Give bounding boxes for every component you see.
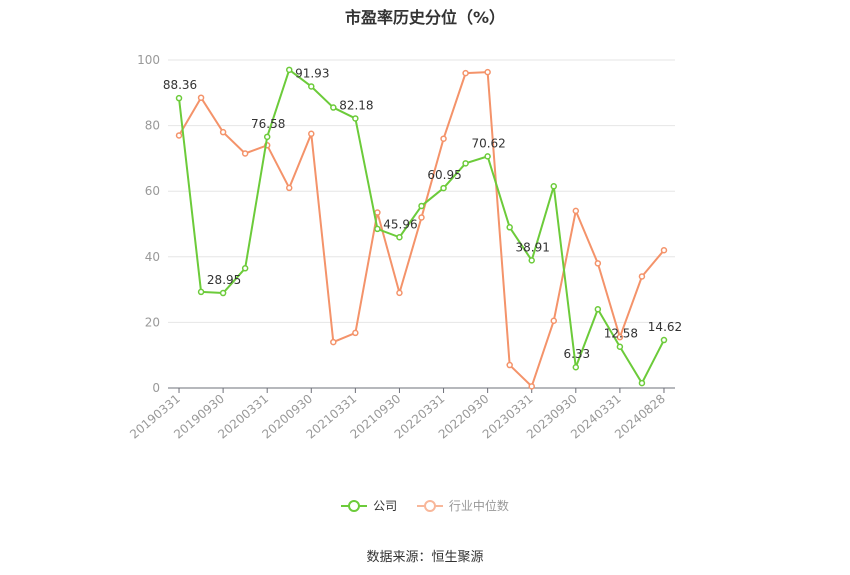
- data-point: [638, 273, 646, 280]
- data-point: [638, 379, 646, 387]
- legend-item-company[interactable]: 公司: [341, 497, 397, 514]
- series-lines: [175, 66, 668, 390]
- data-point: [440, 135, 447, 142]
- legend-label: 行业中位数: [448, 499, 509, 513]
- data-point: [572, 363, 580, 371]
- data-labels: 88.36 28.95 76.58 91.93 82.18 45.96 60.95 70.62…: [163, 66, 682, 361]
- data-point: [462, 69, 469, 77]
- data-point: [506, 361, 513, 369]
- source-note: 数据来源：恒生聚源: [366, 550, 484, 565]
- y-tick-label: 40: [145, 250, 160, 264]
- data-point: [396, 289, 403, 297]
- data-label: 82.18: [339, 98, 373, 112]
- y-tick-label: 0: [152, 381, 160, 395]
- data-label: 60.95: [427, 168, 461, 182]
- legend-line-circle-icon: [341, 499, 368, 513]
- data-point: [594, 306, 602, 313]
- data-point: [660, 336, 668, 344]
- data-label: 70.62: [471, 136, 505, 150]
- y-tick-label: 100: [137, 53, 160, 67]
- data-point: [418, 214, 425, 221]
- data-point: [572, 207, 580, 215]
- data-point: [308, 130, 315, 138]
- legend: 公司 行业中位数: [0, 497, 850, 516]
- data-point: [263, 133, 271, 141]
- data-label: 6.33: [563, 347, 590, 361]
- chart-title: 市盈率历史分位（%）: [344, 8, 506, 27]
- y-tick-label: 60: [145, 184, 160, 198]
- data-point: [241, 265, 249, 272]
- data-point: [528, 257, 535, 264]
- data-point: [418, 202, 425, 210]
- data-point: [352, 329, 359, 337]
- data-point: [462, 160, 469, 167]
- data-point: [616, 333, 624, 341]
- data-point: [285, 184, 293, 192]
- data-point: [484, 153, 491, 160]
- data-point: [374, 225, 381, 233]
- data-point: [550, 183, 558, 190]
- data-point: [219, 289, 227, 297]
- data-point: [550, 317, 558, 325]
- data-point: [660, 246, 668, 254]
- data-point: [330, 338, 337, 346]
- data-label: 14.62: [648, 320, 682, 334]
- data-point: [308, 83, 315, 90]
- data-point: [352, 115, 359, 122]
- data-point: [616, 343, 624, 350]
- data-point: [528, 383, 535, 390]
- data-point: [396, 234, 403, 241]
- data-label: 45.96: [383, 217, 417, 231]
- data-label: 28.95: [207, 273, 241, 287]
- data-point: [197, 94, 205, 101]
- data-point: [175, 132, 183, 139]
- legend-line-circle-icon: [416, 499, 443, 513]
- data-point: [506, 224, 513, 231]
- legend-label: 公司: [373, 499, 398, 513]
- data-point: [330, 104, 337, 111]
- data-point: [175, 94, 183, 102]
- data-point: [374, 209, 381, 216]
- data-label: 76.58: [251, 117, 285, 131]
- data-point: [594, 260, 602, 267]
- data-point: [219, 128, 227, 136]
- grid-lines: [168, 59, 675, 323]
- legend-item-industry-median[interactable]: 行业中位数: [416, 497, 509, 514]
- data-point: [197, 288, 205, 296]
- y-tick-label: 20: [145, 315, 160, 329]
- data-label: 91.93: [295, 66, 329, 80]
- data-label: 88.36: [163, 78, 197, 92]
- data-point: [440, 184, 447, 192]
- data-point: [241, 150, 249, 157]
- data-label: 38.91: [516, 240, 550, 254]
- data-label: 12.58: [604, 327, 638, 341]
- data-point: [285, 66, 293, 74]
- data-point: [484, 68, 491, 76]
- y-tick-label: 80: [145, 119, 160, 133]
